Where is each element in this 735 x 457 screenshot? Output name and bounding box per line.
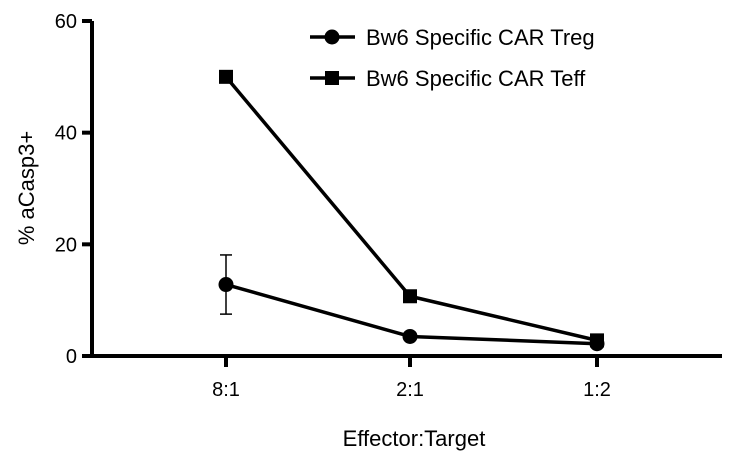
x-axis-ticks: 8:1 2:1 1:2 (212, 356, 611, 401)
x-tick-label: 2:1 (396, 379, 424, 401)
y-axis-ticks: 0 20 40 60 (55, 11, 92, 368)
y-tick-label: 60 (55, 11, 77, 33)
x-tick-label: 1:2 (583, 379, 611, 401)
series-layer (218, 69, 605, 352)
legend-label: Bw6 Specific CAR Teff (366, 66, 586, 91)
x-tick-label: 8:1 (212, 379, 240, 401)
legend-marker (325, 71, 339, 85)
y-axis-title: % aCasp3+ (14, 131, 39, 245)
y-tick-label: 20 (55, 234, 77, 256)
data-point (218, 277, 234, 293)
axes (90, 21, 722, 358)
legend-item: Bw6 Specific CAR Treg (310, 25, 595, 50)
series-treg (218, 254, 605, 352)
data-point (219, 69, 233, 84)
data-point (590, 333, 604, 348)
data-point (403, 289, 417, 304)
legend-label: Bw6 Specific CAR Treg (366, 25, 595, 50)
legend-marker (324, 29, 340, 45)
legend-item: Bw6 Specific CAR Teff (310, 66, 586, 91)
y-tick-label: 0 (66, 346, 77, 368)
data-point (402, 328, 418, 344)
x-axis-title: Effector:Target (343, 426, 486, 451)
y-tick-label: 40 (55, 123, 77, 145)
legend: Bw6 Specific CAR Treg Bw6 Specific CAR Te… (310, 25, 595, 91)
series-teff (219, 69, 604, 348)
